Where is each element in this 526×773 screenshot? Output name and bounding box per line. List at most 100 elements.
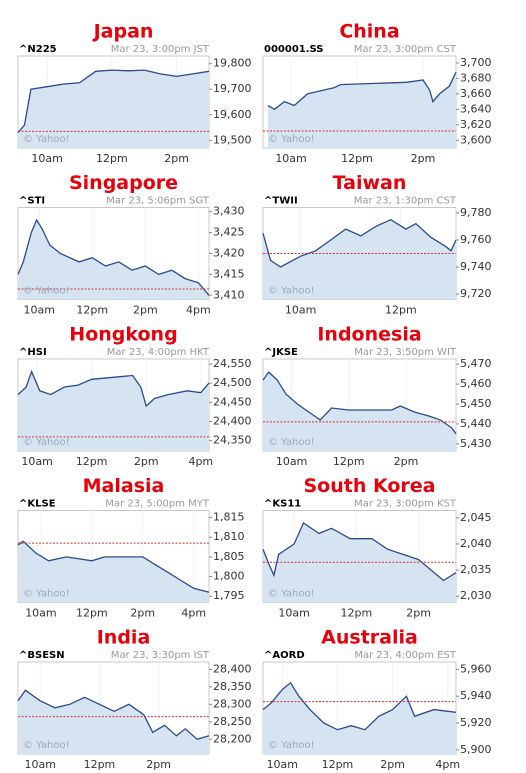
- y-tick-label: 5,470: [460, 357, 492, 370]
- x-tick-label: 2pm: [133, 304, 158, 317]
- timestamp: Mar 23, 5:06pm SGT: [106, 196, 210, 207]
- y-tick-label: 9,780: [460, 206, 492, 219]
- area-fill: [18, 690, 209, 754]
- timestamp: Mar 23, 3:30pm IST: [111, 650, 210, 661]
- area-fill: [263, 372, 456, 451]
- y-tick-label: 3,415: [213, 267, 245, 280]
- x-tick-label: 10am: [276, 455, 307, 468]
- y-tick-label: 24,550: [213, 357, 252, 370]
- chart-title: Malasia: [83, 475, 165, 497]
- chart-title: Indonesia: [317, 324, 421, 346]
- watermark: © Yahoo!: [23, 286, 70, 297]
- y-tick-label: 5,900: [460, 743, 492, 756]
- y-tick-label: 28,350: [213, 680, 252, 693]
- x-tick-label: 12pm: [76, 607, 108, 620]
- y-tick-label: 3,420: [213, 247, 245, 260]
- watermark: © Yahoo!: [268, 134, 315, 145]
- y-tick-label: 28,300: [213, 697, 252, 710]
- area-fill: [18, 541, 209, 603]
- x-tick-label: 2pm: [411, 152, 436, 165]
- y-tick-label: 24,350: [213, 434, 252, 447]
- price-line: [267, 71, 457, 111]
- y-tick-label: 5,430: [460, 437, 492, 450]
- y-tick-label: 3,680: [460, 71, 492, 84]
- y-tick-label: 19,700: [213, 82, 252, 95]
- y-tick-label: 3,640: [460, 102, 492, 115]
- area-fill: [18, 220, 209, 300]
- x-tick-label: 12pm: [341, 607, 373, 620]
- watermark: © Yahoo!: [268, 740, 315, 751]
- watermark: © Yahoo!: [23, 134, 70, 145]
- price-line: [262, 522, 457, 582]
- chart-title: Hongkong: [69, 324, 177, 346]
- ticker: ^JKSE: [264, 347, 298, 358]
- area-fill: [18, 371, 209, 451]
- y-tick-label: 3,620: [460, 118, 492, 131]
- x-tick-label: 10am: [31, 152, 62, 165]
- ticker: ^N225: [19, 44, 57, 55]
- x-tick-label: 10am: [25, 607, 56, 620]
- x-tick-label: 12pm: [333, 455, 365, 468]
- watermark: © Yahoo!: [268, 589, 315, 600]
- price-line: [17, 369, 210, 408]
- ticker: 000001.SS: [264, 44, 324, 55]
- y-tick-label: 3,700: [460, 56, 492, 69]
- price-line: [17, 218, 210, 296]
- y-tick-label: 3,430: [213, 205, 245, 218]
- x-tick-label: 10am: [23, 304, 54, 317]
- x-tick-label: 2pm: [134, 455, 159, 468]
- watermark: © Yahoo!: [23, 589, 70, 600]
- x-tick-label: 12pm: [96, 152, 128, 165]
- x-tick-label: 10am: [267, 758, 298, 771]
- x-tick-label: 10am: [21, 455, 52, 468]
- x-tick-label: 2pm: [130, 607, 155, 620]
- timestamp: Mar 23, 3:00pm JST: [111, 44, 210, 55]
- y-tick-label: 2,030: [460, 589, 492, 602]
- area-fill: [18, 70, 209, 148]
- chart-title: Singapore: [69, 172, 178, 194]
- watermark: © Yahoo!: [23, 437, 70, 448]
- x-tick-label: 12pm: [76, 455, 108, 468]
- y-tick-label: 1,815: [213, 511, 245, 524]
- ticker: ^TWII: [264, 196, 298, 207]
- x-tick-label: 2pm: [146, 758, 171, 771]
- chart-title: India: [97, 627, 151, 649]
- x-tick-label: 10am: [275, 152, 306, 165]
- watermark: © Yahoo!: [268, 437, 315, 448]
- price-line: [262, 371, 457, 435]
- y-tick-label: 5,940: [460, 689, 492, 702]
- y-tick-label: 1,805: [213, 550, 245, 563]
- y-tick-label: 28,400: [213, 662, 252, 675]
- y-tick-label: 24,500: [213, 376, 252, 389]
- timestamp: Mar 23, 1:30pm CST: [354, 196, 457, 207]
- timestamp: Mar 23, 3:00pm KST: [354, 499, 457, 510]
- x-tick-label: 10am: [24, 758, 55, 771]
- chart-title: China: [339, 21, 399, 43]
- y-tick-label: 19,600: [213, 108, 252, 121]
- ticker: ^STI: [19, 196, 45, 207]
- y-tick-label: 9,720: [460, 287, 492, 300]
- x-tick-label: 12pm: [322, 758, 354, 771]
- y-tick-label: 9,740: [460, 260, 492, 273]
- x-tick-label: 4pm: [188, 455, 213, 468]
- x-tick-label: 10am: [285, 304, 316, 317]
- ticker: ^KS11: [264, 499, 301, 510]
- ticker: ^HSI: [19, 347, 47, 358]
- y-tick-label: 2,045: [460, 511, 492, 524]
- y-tick-label: 24,400: [213, 414, 252, 427]
- y-tick-label: 5,960: [460, 662, 492, 675]
- y-tick-label: 19,500: [213, 133, 252, 146]
- timestamp: Mar 23, 4:00pm HKT: [107, 347, 210, 358]
- price-line: [17, 540, 210, 593]
- y-tick-label: 2,035: [460, 563, 492, 576]
- watermark: © Yahoo!: [23, 740, 70, 751]
- y-tick-label: 3,660: [460, 87, 492, 100]
- y-tick-label: 3,410: [213, 288, 245, 301]
- area-fill: [267, 72, 456, 148]
- y-tick-label: 3,425: [213, 226, 245, 239]
- watermark: © Yahoo!: [268, 286, 315, 297]
- timestamp: Mar 23, 5:00pm MYT: [105, 499, 210, 510]
- x-tick-label: 12pm: [76, 304, 108, 317]
- chart-title: South Korea: [303, 475, 435, 497]
